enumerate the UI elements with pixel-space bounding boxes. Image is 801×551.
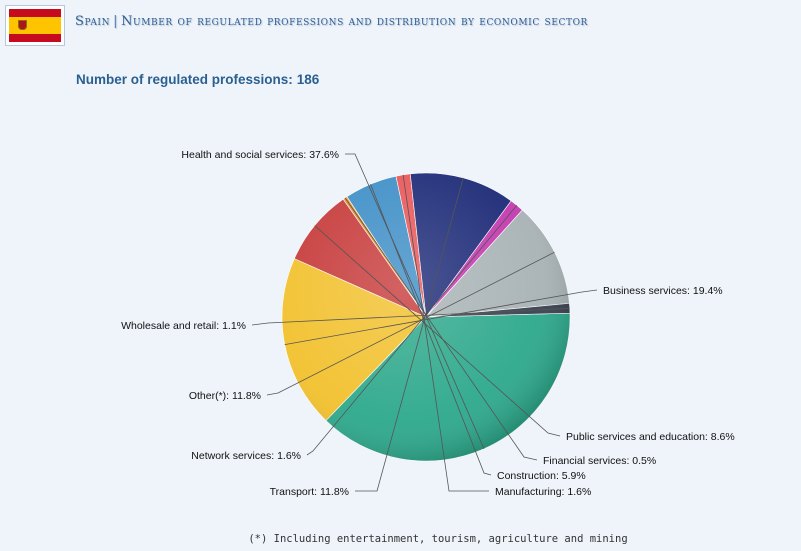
- title-separator: |: [113, 14, 119, 29]
- data-label-other: Other(*): 11.8%: [189, 390, 261, 402]
- leader-line-network-services: [306, 205, 518, 456]
- data-label-network-services: Network services: 1.6%: [191, 450, 301, 462]
- leader-line-financial-services: [344, 197, 538, 461]
- leader-line-transport: [355, 177, 464, 492]
- data-label-construction: Construction: 5.9%: [497, 470, 586, 482]
- data-label-financial-services: Financial services: 0.5%: [543, 455, 656, 467]
- data-label-business-services: Business services: 19.4%: [603, 285, 723, 297]
- page-title: Spain | Number of regulated professions an…: [75, 14, 588, 29]
- data-label-manufacturing: Manufacturing: 1.6%: [495, 486, 591, 498]
- data-label-transport: Transport: 11.8%: [270, 486, 349, 498]
- chart-heading: Number of regulated professions and dist…: [121, 14, 588, 29]
- data-label-wholesale-and-retail: Wholesale and retail: 1.1%: [121, 320, 246, 332]
- leader-line-public-services-and-education: [314, 225, 561, 437]
- count-label: Number of regulated professions:: [76, 72, 293, 87]
- footnote: (*) Including entertainment, tourism, ag…: [248, 533, 628, 545]
- regulated-professions-count: Number of regulated professions: 186: [76, 72, 319, 87]
- leader-line-health-and-social-services: [345, 153, 485, 449]
- pie-labels: Health and social services: 37.6% Busines…: [121, 149, 735, 498]
- count-value: 186: [296, 72, 320, 87]
- leader-line-wholesale-and-retail: [251, 307, 570, 326]
- data-label-health-and-social-services: Health and social services: 37.6%: [181, 149, 339, 161]
- data-label-public-services-and-education: Public services and education: 8.6%: [566, 431, 735, 443]
- country-name: Spain: [75, 14, 111, 29]
- page-header: Spain | Number of regulated professions an…: [0, 0, 801, 56]
- spain-flag-icon: [5, 5, 65, 46]
- leader-line-business-services: [284, 289, 598, 345]
- leader-line-other: [266, 251, 555, 396]
- leader-line-manufacturing: [402, 174, 489, 492]
- leader-line-construction: [370, 183, 492, 476]
